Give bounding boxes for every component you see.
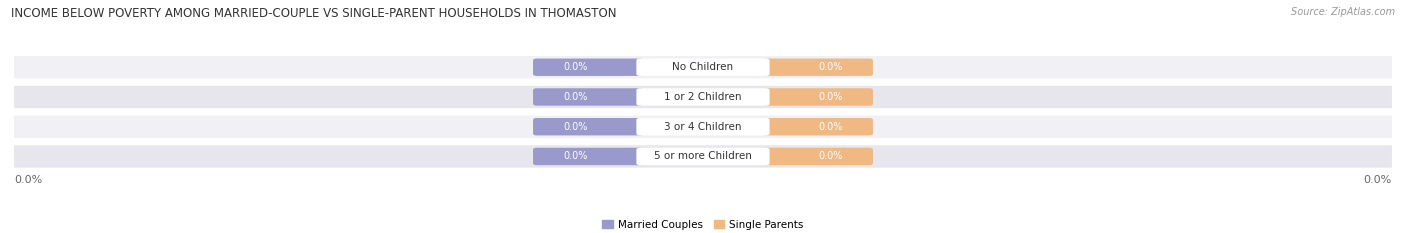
FancyBboxPatch shape	[533, 58, 644, 76]
FancyBboxPatch shape	[533, 88, 644, 106]
FancyBboxPatch shape	[762, 118, 873, 135]
Text: No Children: No Children	[672, 62, 734, 72]
Text: 0.0%: 0.0%	[1364, 175, 1392, 185]
Text: 0.0%: 0.0%	[564, 92, 588, 102]
Text: 0.0%: 0.0%	[564, 122, 588, 132]
Text: 0.0%: 0.0%	[14, 175, 42, 185]
FancyBboxPatch shape	[14, 116, 1392, 138]
Text: INCOME BELOW POVERTY AMONG MARRIED-COUPLE VS SINGLE-PARENT HOUSEHOLDS IN THOMAST: INCOME BELOW POVERTY AMONG MARRIED-COUPL…	[11, 7, 617, 20]
FancyBboxPatch shape	[762, 148, 873, 165]
FancyBboxPatch shape	[637, 58, 769, 76]
Text: 1 or 2 Children: 1 or 2 Children	[664, 92, 742, 102]
Legend: Married Couples, Single Parents: Married Couples, Single Parents	[603, 220, 803, 230]
FancyBboxPatch shape	[762, 58, 873, 76]
FancyBboxPatch shape	[637, 148, 769, 165]
Text: 5 or more Children: 5 or more Children	[654, 151, 752, 161]
FancyBboxPatch shape	[14, 145, 1392, 168]
Text: 0.0%: 0.0%	[818, 151, 842, 161]
Text: 0.0%: 0.0%	[818, 122, 842, 132]
Text: 0.0%: 0.0%	[818, 92, 842, 102]
Text: 3 or 4 Children: 3 or 4 Children	[664, 122, 742, 132]
FancyBboxPatch shape	[14, 86, 1392, 108]
FancyBboxPatch shape	[14, 56, 1392, 78]
FancyBboxPatch shape	[637, 88, 769, 106]
Text: 0.0%: 0.0%	[818, 62, 842, 72]
FancyBboxPatch shape	[533, 118, 644, 135]
Text: 0.0%: 0.0%	[564, 151, 588, 161]
FancyBboxPatch shape	[637, 118, 769, 135]
Text: 0.0%: 0.0%	[564, 62, 588, 72]
FancyBboxPatch shape	[762, 88, 873, 106]
FancyBboxPatch shape	[533, 148, 644, 165]
Text: Source: ZipAtlas.com: Source: ZipAtlas.com	[1291, 7, 1395, 17]
